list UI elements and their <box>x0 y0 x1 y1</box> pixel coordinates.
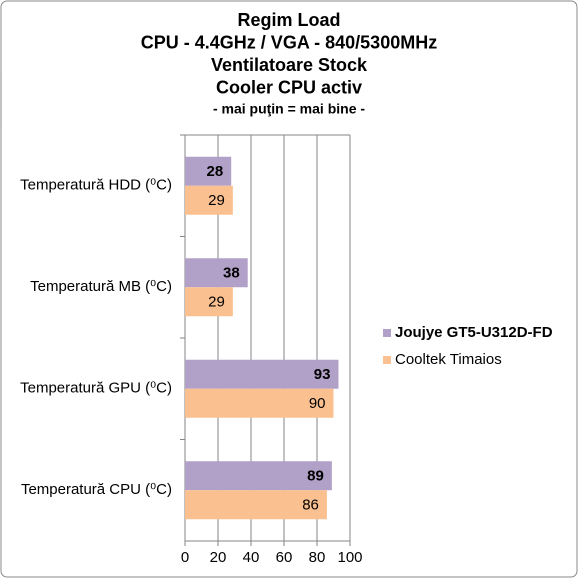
x-tick-label: 100 <box>337 549 362 566</box>
bar <box>185 490 327 520</box>
chart-title: Ventilatoare Stock <box>211 55 368 75</box>
bar <box>185 185 233 215</box>
x-tick-label: 40 <box>243 549 260 566</box>
bar <box>185 461 332 491</box>
x-tick-label: 0 <box>181 549 189 566</box>
chart-title: CPU - 4.4GHz / VGA - 840/5300MHz <box>141 32 437 52</box>
bar <box>185 359 339 389</box>
value-label: 86 <box>302 497 319 514</box>
bar <box>185 388 334 418</box>
legend-label: Joujye GT5-U312D-FD <box>395 324 553 341</box>
chart-title: Cooler CPU activ <box>216 77 362 97</box>
y-tick-label: Temperatură CPU (⁰C) <box>21 481 172 498</box>
value-label: 38 <box>223 265 240 282</box>
legend-swatch <box>383 356 391 364</box>
value-label: 89 <box>307 468 324 485</box>
legend-swatch <box>383 329 391 337</box>
legend-label: Cooltek Timaios <box>395 351 502 368</box>
value-label: 93 <box>314 366 331 383</box>
chart-subtitle: - mai puţin = mai bine - <box>213 101 365 117</box>
y-tick-label: Temperatură HDD (⁰C) <box>20 177 172 194</box>
chart-title: Regim Load <box>237 10 340 30</box>
value-label: 28 <box>207 163 224 180</box>
bar <box>185 258 248 288</box>
y-tick-label: Temperatură GPU (⁰C) <box>20 380 172 397</box>
x-tick-label: 80 <box>309 549 326 566</box>
bar <box>185 156 232 186</box>
value-label: 29 <box>208 192 225 209</box>
y-tick-label: Temperatură MB (⁰C) <box>30 278 172 295</box>
x-tick-label: 60 <box>276 549 293 566</box>
value-label: 29 <box>208 294 225 311</box>
value-label: 90 <box>309 395 326 412</box>
bar <box>185 287 233 317</box>
x-tick-label: 20 <box>210 549 227 566</box>
